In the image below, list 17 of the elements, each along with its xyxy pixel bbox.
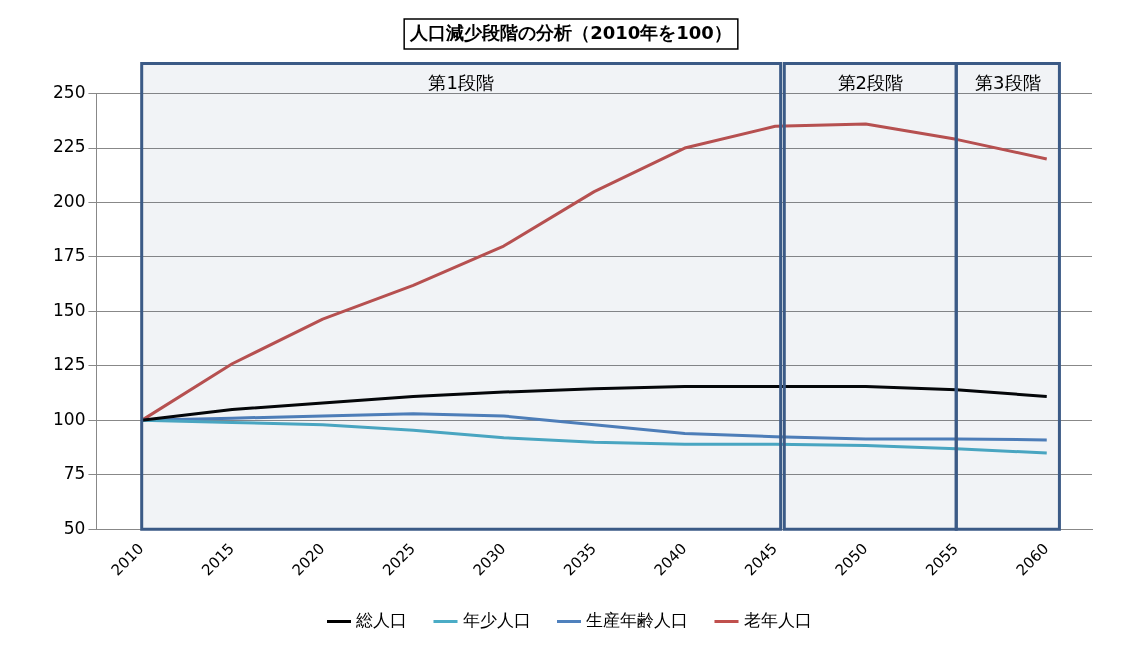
legend-label: 生産年齢人口 [586, 609, 688, 630]
y-tick-label: 100 [52, 408, 86, 429]
y-tick-label: 50 [63, 517, 86, 538]
y-tick-label: 200 [52, 190, 86, 211]
y-tick-label: 250 [52, 82, 86, 103]
legend-label: 老年人口 [743, 609, 812, 630]
legend-label: 年少人口 [462, 609, 531, 630]
band-label: 第1段階 [428, 72, 494, 94]
y-tick-label: 225 [52, 136, 86, 157]
band-label: 第3段階 [975, 72, 1041, 94]
y-tick-label: 150 [52, 299, 86, 320]
y-tick-label: 75 [63, 463, 86, 484]
band-label: 第2段階 [837, 72, 903, 94]
y-tick-label: 175 [52, 245, 86, 266]
legend-label: 総人口 [355, 609, 407, 630]
chart-title: 人口減少段階の分析（2010年を100） [409, 22, 732, 44]
y-tick-label: 125 [52, 354, 86, 375]
